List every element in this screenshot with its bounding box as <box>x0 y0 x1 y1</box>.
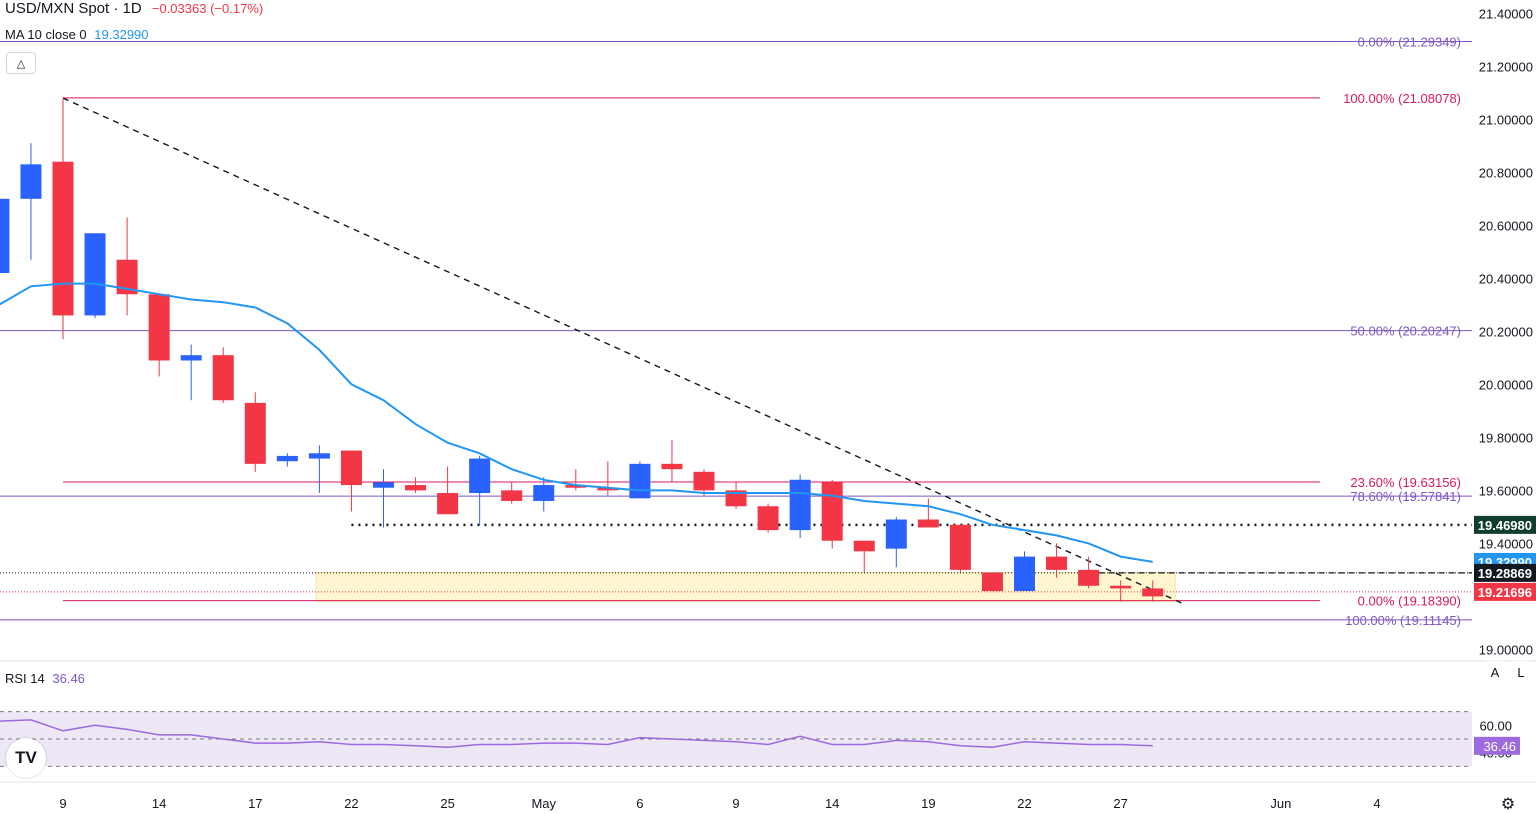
x-tick-label: 22 <box>344 796 358 811</box>
candle-body <box>373 482 394 488</box>
candle-body <box>1110 585 1132 589</box>
candle-body <box>276 455 298 462</box>
candle-body <box>597 487 619 491</box>
consolidation-zone <box>315 572 1176 603</box>
y-tick-label: 19.80000 <box>1479 430 1533 445</box>
candle-body <box>693 471 715 491</box>
x-tick-label: 9 <box>732 796 739 811</box>
y-tick-label: 20.60000 <box>1479 218 1533 233</box>
chevron-up-icon: △ <box>16 57 26 70</box>
x-tick-label: 14 <box>152 796 166 811</box>
ma-value: 19.32990 <box>94 27 149 42</box>
ma-label: MA 10 close 0 <box>5 27 87 42</box>
y-tick-label: 20.20000 <box>1479 324 1533 339</box>
candle-body <box>725 490 747 507</box>
candle-body <box>1078 569 1100 586</box>
ma-line <box>0 282 1153 563</box>
y-tick-label: 19.00000 <box>1479 642 1533 657</box>
x-tick-label: May <box>531 796 556 811</box>
collapse-legend-button[interactable]: △ <box>6 52 36 74</box>
price-label-box <box>1474 582 1536 601</box>
candle-body <box>84 233 106 316</box>
candle-body <box>340 450 362 486</box>
candle-body <box>0 198 10 274</box>
fib-level-label: 50.00% (20.20247) <box>1350 324 1461 339</box>
x-tick-label: 14 <box>825 796 839 811</box>
candle-body <box>629 463 651 499</box>
candle-body <box>885 519 907 549</box>
y-tick-label: 21.40000 <box>1479 6 1533 21</box>
x-tick-label: 19 <box>921 796 935 811</box>
candle-body <box>148 294 170 361</box>
price-change: −0.03363 (−0.17%) <box>151 1 264 16</box>
rsi-line <box>0 719 1153 748</box>
fib-level-label: 23.60% (19.63156) <box>1350 475 1461 490</box>
y-tick-label: 19.60000 <box>1479 483 1533 498</box>
symbol-title[interactable]: USD/MXN Spot · 1D <box>5 0 142 17</box>
fib-level-label: 100.00% (19.11145) <box>1345 613 1461 628</box>
candle-body <box>20 164 42 199</box>
fib-level-label: 0.00% (19.18390) <box>1358 594 1461 609</box>
y-tick-label: 20.40000 <box>1479 271 1533 286</box>
candle-body <box>821 482 843 541</box>
candle-body <box>469 458 491 494</box>
price-label: 19.21696 <box>1478 585 1532 600</box>
candle-body <box>1142 588 1164 597</box>
candle-body <box>405 485 427 491</box>
candle-body <box>853 540 875 552</box>
candle-body <box>789 479 811 531</box>
candle-body <box>116 259 138 295</box>
candle-body <box>981 572 1003 592</box>
auto-scale-button[interactable]: A <box>1485 661 1505 683</box>
fib-level-label: 78.60% (19.57841) <box>1350 489 1461 504</box>
y-tick-label: 19.40000 <box>1479 536 1533 551</box>
candle-body <box>949 524 971 570</box>
candle-body <box>52 161 74 316</box>
y-tick-label: 20.80000 <box>1479 165 1533 180</box>
x-tick-label: 9 <box>59 796 66 811</box>
candle-body <box>180 355 202 361</box>
candle-body <box>661 463 683 470</box>
fib-level-label: 100.00% (21.08078) <box>1343 91 1461 106</box>
candle-body <box>437 493 459 515</box>
price-label-box <box>1474 515 1536 534</box>
x-tick-label: 6 <box>636 796 643 811</box>
x-tick-label: 27 <box>1113 796 1127 811</box>
candle-body <box>501 490 523 501</box>
candle-body <box>533 485 555 501</box>
candle-body <box>1046 556 1068 570</box>
rsi-value: 36.46 <box>52 671 85 686</box>
x-tick-label: Jun <box>1270 796 1291 811</box>
rsi-tick-label: 60.00 <box>1479 718 1512 733</box>
candle-body <box>757 506 779 531</box>
price-label: 19.46980 <box>1478 518 1532 533</box>
x-tick-label: 25 <box>440 796 454 811</box>
rsi-price-box <box>1474 736 1520 755</box>
tradingview-logo[interactable]: TV <box>6 738 46 778</box>
ma-legend[interactable]: MA 10 close 0 19.32990 <box>5 27 149 42</box>
x-tick-label: 22 <box>1017 796 1031 811</box>
rsi-label: RSI 14 <box>5 671 45 686</box>
rsi-price-label: 36.46 <box>1483 739 1516 754</box>
x-tick-label: 4 <box>1373 796 1380 811</box>
chart-header: USD/MXN Spot · 1D −0.03363 (−0.17%) <box>5 0 263 17</box>
y-tick-label: 21.20000 <box>1479 59 1533 74</box>
y-tick-label: 21.00000 <box>1479 112 1533 127</box>
y-tick-label: 20.00000 <box>1479 377 1533 392</box>
gear-icon[interactable]: ⚙ <box>1500 796 1516 813</box>
candle-body <box>917 519 939 528</box>
candle-body <box>212 355 234 401</box>
trend-line <box>62 97 1186 605</box>
candle-body <box>244 402 266 464</box>
price-label: 19.28869 <box>1478 566 1532 581</box>
candle-body <box>1014 556 1035 592</box>
price-label-box <box>1474 563 1536 582</box>
x-tick-label: 17 <box>248 796 262 811</box>
fib-level-label: 0.00% (21.29349) <box>1358 34 1461 49</box>
candle-body <box>565 485 587 488</box>
log-scale-button[interactable]: L <box>1511 661 1531 683</box>
rsi-legend[interactable]: RSI 14 36.46 <box>5 671 85 686</box>
candle-body <box>308 453 330 459</box>
